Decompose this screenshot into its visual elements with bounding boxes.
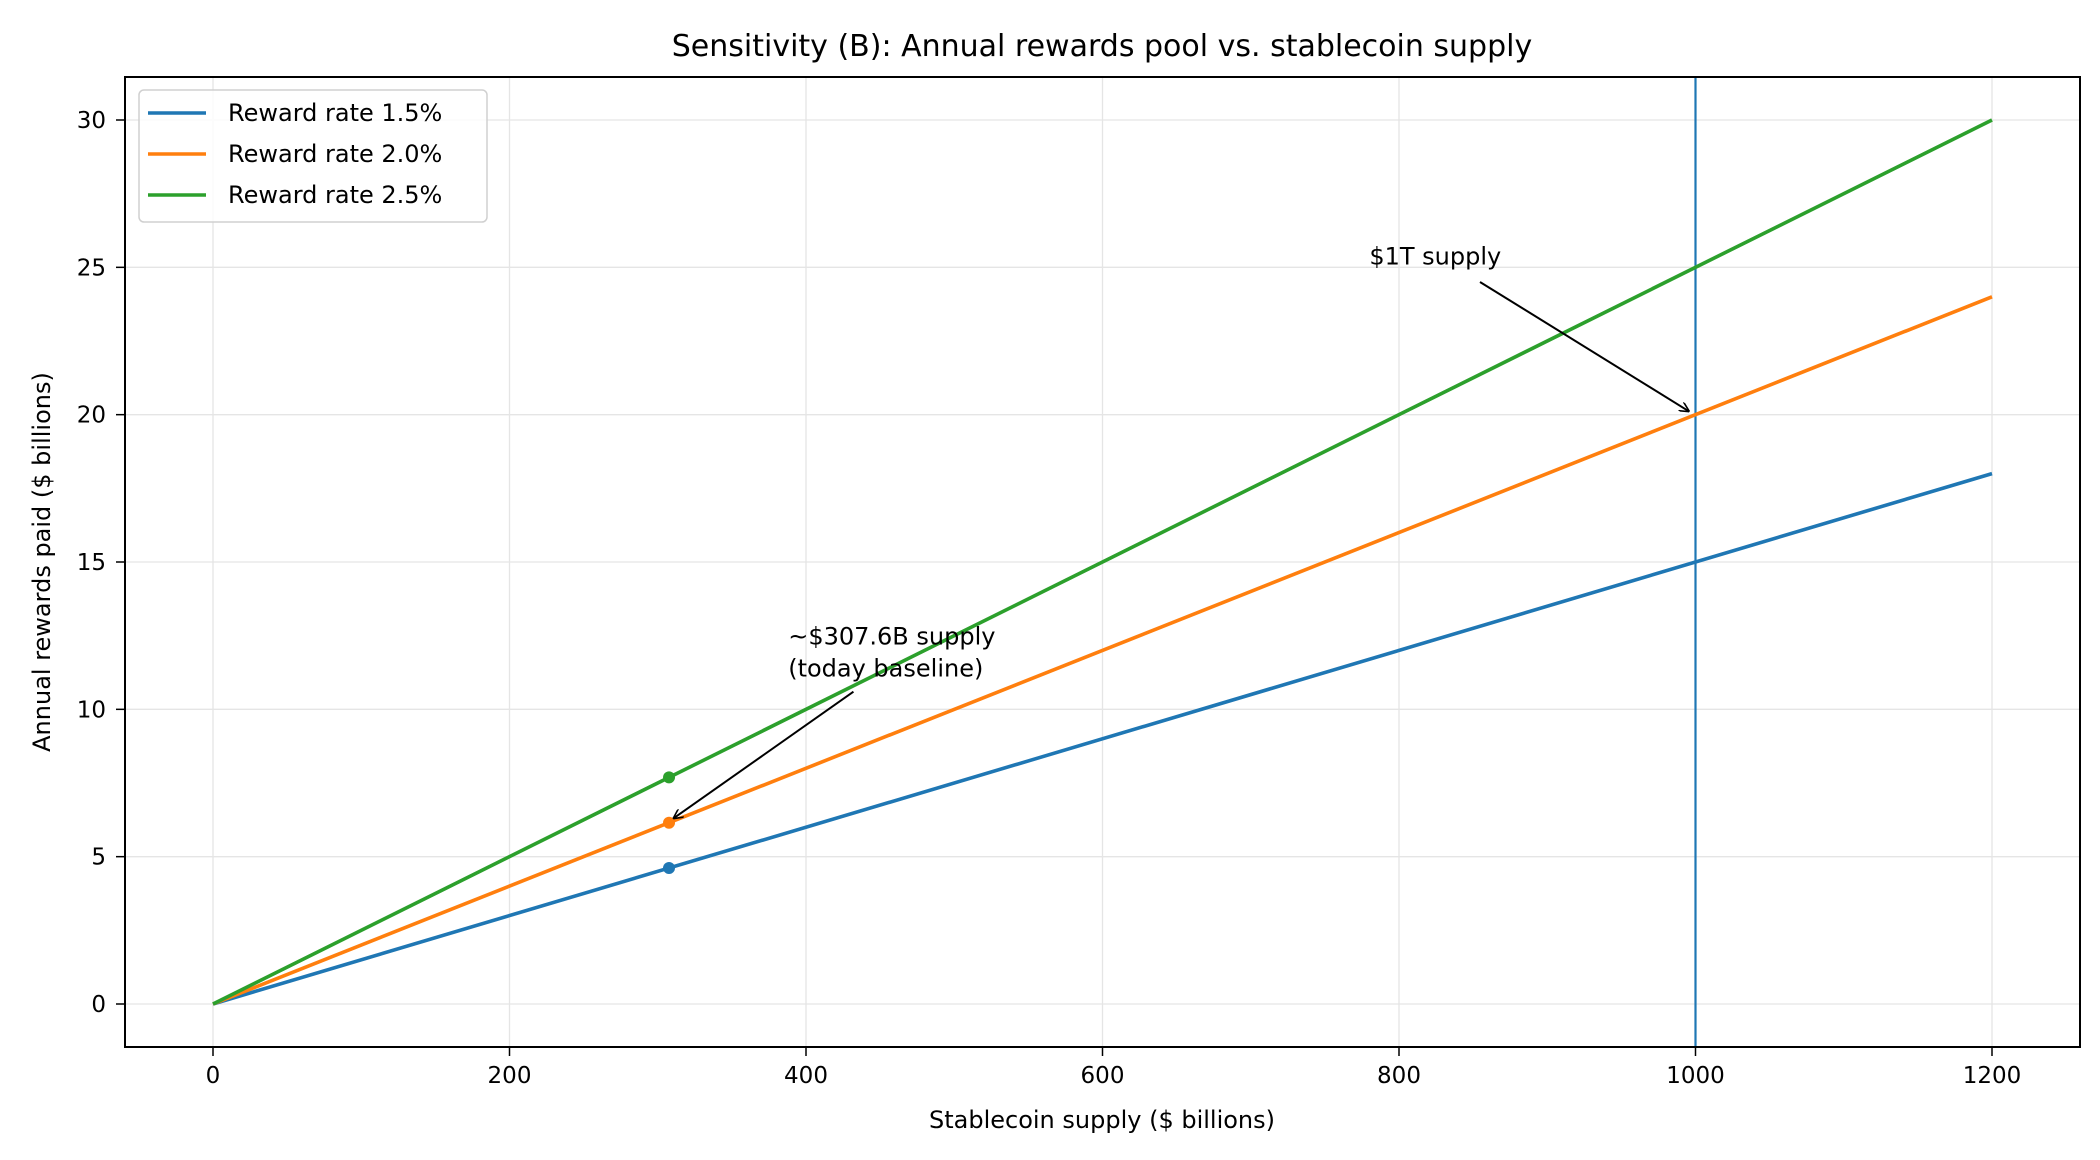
legend-label-0: Reward rate 1.5% [228, 99, 442, 127]
legend-box [138, 89, 488, 223]
baseline-point-0 [663, 862, 676, 875]
y-tick-label: 30 [77, 108, 106, 134]
x-tick-label: 200 [488, 1063, 532, 1089]
annotation-arrow-1t [1479, 281, 1690, 412]
x-tick-label: 1200 [1963, 1063, 2022, 1089]
series-line-2 [212, 118, 1993, 1006]
annotations: $1T supply ~$307.6B supply (today baseline… [673, 242, 1689, 818]
y-tick-label: 15 [77, 550, 106, 576]
legend: Reward rate 1.5% Reward rate 2.0% Reward r… [138, 89, 488, 223]
ticks: 0 200 400 600 800 1000 1200 0 5 10 15 20 25 30 [77, 108, 2022, 1089]
y-tick-label: 0 [91, 992, 106, 1018]
y-axis-label: Annual rewards paid ($ billions) [28, 372, 56, 752]
x-tick-label: 0 [206, 1063, 221, 1089]
y-tick-label: 10 [77, 697, 106, 723]
x-tick-label: 800 [1377, 1063, 1421, 1089]
x-tick-label: 600 [1081, 1063, 1125, 1089]
plot-area [212, 77, 1993, 1047]
annotation-arrow-baseline [673, 690, 855, 819]
x-tick-label: 1000 [1666, 1063, 1725, 1089]
legend-label-2: Reward rate 2.5% [228, 181, 442, 209]
annotation-1t-supply: $1T supply [1369, 242, 1501, 270]
y-tick-label: 5 [91, 845, 106, 871]
series-line-1 [212, 295, 1993, 1006]
annotation-baseline-line-0: ~$307.6B supply [788, 623, 995, 651]
x-axis-label: Stablecoin supply ($ billions) [929, 1106, 1275, 1134]
chart-title: Sensitivity (B): Annual rewards pool vs.… [672, 29, 1532, 64]
y-tick-label: 20 [77, 403, 106, 429]
legend-label-1: Reward rate 2.0% [228, 140, 442, 168]
baseline-point-2 [663, 771, 676, 784]
y-tick-label: 25 [77, 255, 106, 281]
annotation-baseline-line-1: (today baseline) [788, 655, 983, 683]
x-tick-label: 400 [784, 1063, 828, 1089]
series-line-0 [212, 471, 1993, 1006]
